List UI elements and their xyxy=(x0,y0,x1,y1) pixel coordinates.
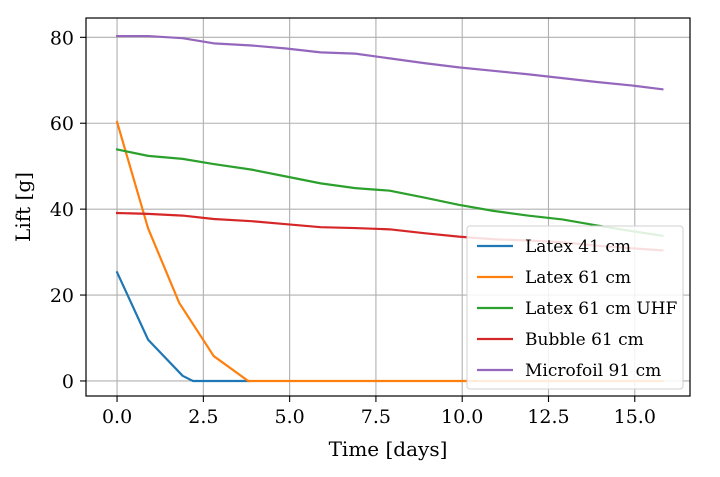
tick-layer: 0.0 2.5 5.0 7.5 10.0 12.5 15.0 0 20 40 60 80 xyxy=(50,27,656,428)
x-tick-label: 15.0 xyxy=(614,406,656,428)
plot-frame xyxy=(85,17,691,397)
legend: Latex 41 cm Latex 61 cm Latex 61 cm UHF Bub… xyxy=(466,225,684,390)
series-line xyxy=(115,270,250,383)
legend-label: Microfoil 91 cm xyxy=(525,361,661,381)
legend-label: Latex 41 cm xyxy=(525,237,631,257)
x-tick-label: 0.0 xyxy=(102,406,132,428)
legend-label: Bubble 61 cm xyxy=(525,330,644,350)
y-tick-label: 60 xyxy=(50,113,74,135)
y-tick-label: 0 xyxy=(62,371,74,393)
y-tick-label: 20 xyxy=(50,285,74,307)
legend-label: Latex 61 cm UHF xyxy=(525,299,678,319)
series-layer xyxy=(115,34,664,383)
x-tick-label: 2.5 xyxy=(188,406,218,428)
x-tick-label: 12.5 xyxy=(527,406,569,428)
y-tick-label: 80 xyxy=(50,27,74,49)
series-line xyxy=(115,34,664,91)
y-tick-label: 40 xyxy=(50,199,74,221)
x-tick-label: 5.0 xyxy=(275,406,305,428)
x-axis-title: Time [days] xyxy=(329,437,448,461)
y-axis-title: Lift [g] xyxy=(11,172,35,242)
series-line xyxy=(115,148,664,238)
legend-box xyxy=(466,225,684,390)
x-tick-label: 7.5 xyxy=(361,406,391,428)
legend-label: Latex 61 cm xyxy=(525,268,631,288)
series-line xyxy=(115,120,664,383)
x-tick-label: 10.0 xyxy=(441,406,483,428)
